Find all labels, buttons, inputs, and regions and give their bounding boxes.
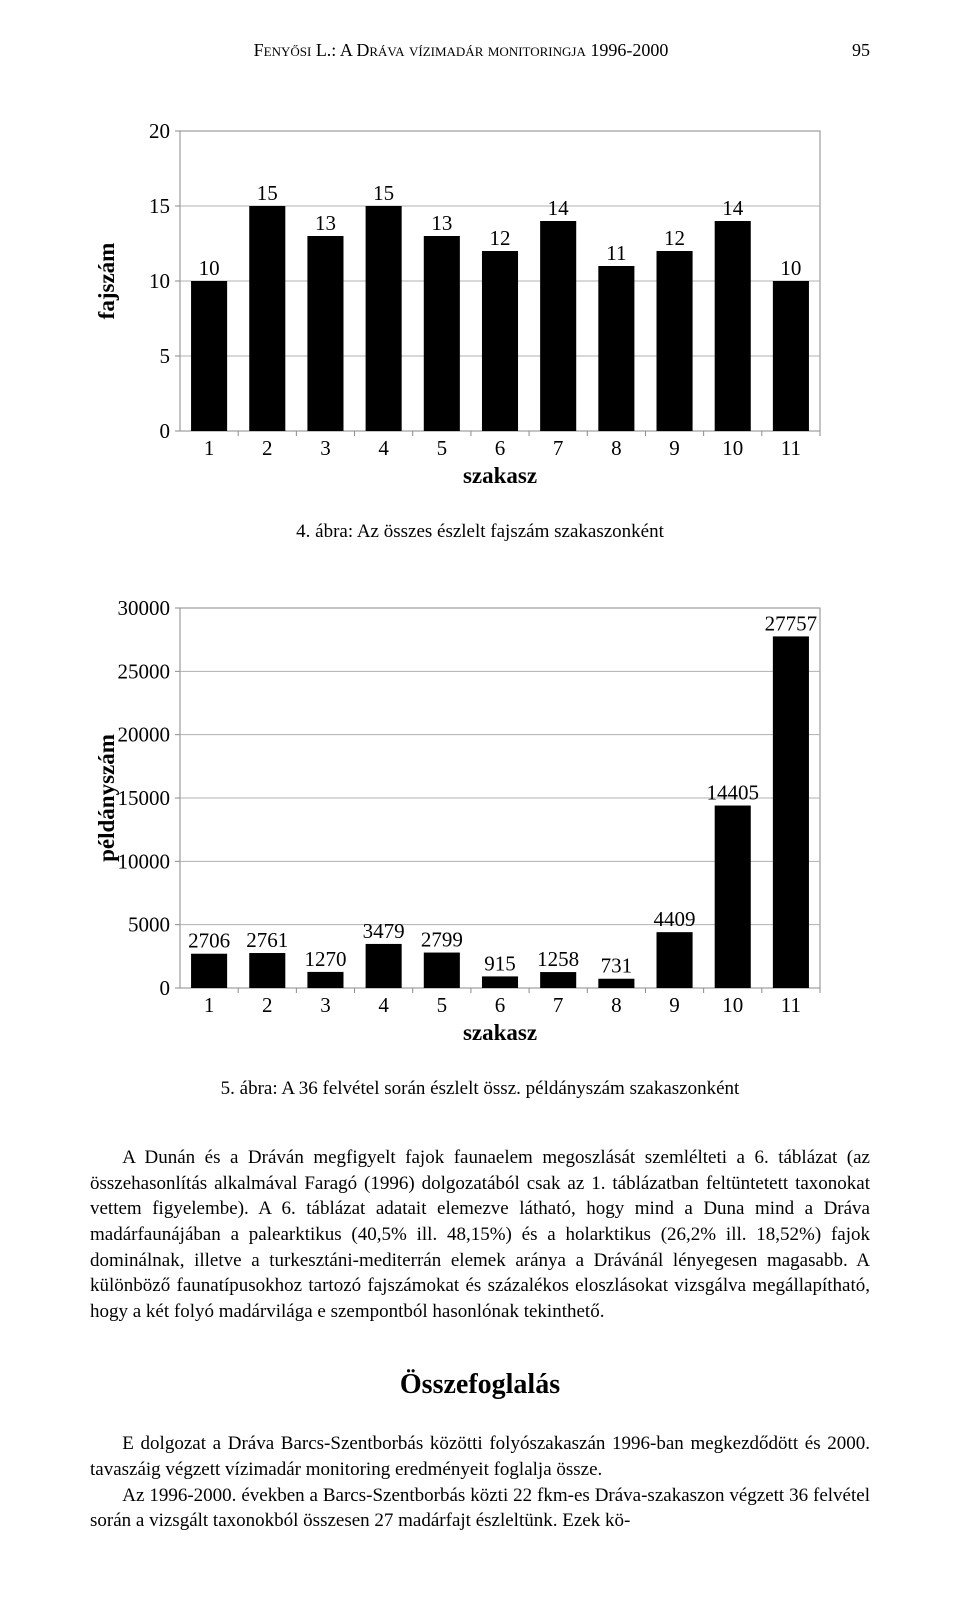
- svg-text:12: 12: [490, 226, 511, 250]
- svg-text:15: 15: [257, 181, 278, 205]
- paragraph-1: A Dunán és a Dráván megfigyelt fajok fau…: [90, 1145, 870, 1324]
- svg-text:14: 14: [548, 196, 570, 220]
- paragraph-2: E dolgozat a Dráva Barcs-Szentborbás köz…: [90, 1431, 870, 1482]
- paragraph-2-block: E dolgozat a Dráva Barcs-Szentborbás köz…: [90, 1431, 870, 1534]
- chart-1-caption: 4. ábra: Az összes észlelt fajszám szaka…: [90, 521, 870, 543]
- svg-text:15: 15: [373, 181, 394, 205]
- svg-text:10000: 10000: [118, 849, 171, 873]
- svg-text:15: 15: [149, 194, 170, 218]
- svg-text:2: 2: [262, 993, 273, 1017]
- svg-text:11: 11: [606, 241, 626, 265]
- svg-text:10: 10: [199, 256, 220, 280]
- svg-text:0: 0: [160, 419, 171, 443]
- svg-text:2799: 2799: [421, 928, 463, 952]
- svg-text:1270: 1270: [304, 947, 346, 971]
- svg-text:5: 5: [437, 993, 448, 1017]
- svg-text:8: 8: [611, 436, 622, 460]
- svg-text:5: 5: [160, 344, 171, 368]
- svg-text:3: 3: [320, 993, 331, 1017]
- svg-text:13: 13: [315, 211, 336, 235]
- svg-text:10: 10: [780, 256, 801, 280]
- svg-text:12: 12: [664, 226, 685, 250]
- svg-text:20: 20: [149, 119, 170, 143]
- svg-text:1: 1: [204, 993, 215, 1017]
- svg-text:1: 1: [204, 436, 215, 460]
- svg-text:915: 915: [484, 951, 516, 975]
- svg-text:2706: 2706: [188, 929, 230, 953]
- svg-text:20000: 20000: [118, 723, 171, 747]
- svg-text:11: 11: [781, 993, 801, 1017]
- svg-text:14: 14: [722, 196, 744, 220]
- chart-1-svg: 0 5 10 15 20 1 10 2 15 3 13 4 15 5 13 6 12 7 14 8 11 9 12 10 14 1…: [90, 111, 840, 496]
- svg-text:4: 4: [378, 436, 389, 460]
- svg-text:3: 3: [320, 436, 331, 460]
- running-header: Fenyősi L.: A Dráva vízimadár monitoring…: [90, 40, 870, 61]
- svg-text:27757: 27757: [765, 611, 818, 635]
- svg-text:6: 6: [495, 436, 506, 460]
- svg-text:10: 10: [722, 436, 743, 460]
- svg-text:30000: 30000: [118, 596, 171, 620]
- svg-text:10: 10: [722, 993, 743, 1017]
- chart-2-container: 0500010000150002000025000300001270622761…: [90, 588, 870, 1058]
- svg-text:13: 13: [431, 211, 452, 235]
- chart-2-svg: 0500010000150002000025000300001270622761…: [90, 588, 840, 1053]
- svg-text:0: 0: [160, 976, 171, 1000]
- page-number: 95: [852, 40, 870, 61]
- paragraph-1-block: A Dunán és a Dráván megfigyelt fajok fau…: [90, 1145, 870, 1324]
- chart-1-container: 0 5 10 15 20 1 10 2 15 3 13 4 15 5 13 6 12 7 14 8 11 9 12 10 14 1…: [90, 111, 870, 501]
- svg-text:szakasz: szakasz: [463, 1020, 537, 1045]
- svg-text:15000: 15000: [118, 786, 171, 810]
- svg-text:2: 2: [262, 436, 273, 460]
- svg-text:7: 7: [553, 993, 564, 1017]
- svg-text:2761: 2761: [246, 928, 288, 952]
- svg-text:4: 4: [378, 993, 389, 1017]
- svg-text:9: 9: [669, 993, 680, 1017]
- svg-text:25000: 25000: [118, 659, 171, 683]
- paragraph-3: Az 1996-2000. években a Barcs-Szentborbá…: [90, 1483, 870, 1534]
- svg-text:fajszám: fajszám: [94, 243, 119, 320]
- svg-text:5000: 5000: [128, 913, 170, 937]
- svg-text:példányszám: példányszám: [94, 734, 119, 862]
- svg-text:5: 5: [437, 436, 448, 460]
- svg-text:szakasz: szakasz: [463, 463, 537, 488]
- svg-text:7: 7: [553, 436, 564, 460]
- svg-text:3479: 3479: [363, 919, 405, 943]
- svg-text:731: 731: [601, 954, 633, 978]
- running-title: Fenyősi L.: A Dráva vízimadár monitoring…: [254, 40, 669, 60]
- svg-text:14405: 14405: [706, 781, 759, 805]
- svg-text:10: 10: [149, 269, 170, 293]
- svg-text:11: 11: [781, 436, 801, 460]
- svg-text:9: 9: [669, 436, 680, 460]
- svg-text:1258: 1258: [537, 947, 579, 971]
- chart-2-caption: 5. ábra: A 36 felvétel során észlelt öss…: [90, 1078, 870, 1100]
- section-heading: Összefoglalás: [90, 1369, 870, 1401]
- svg-text:6: 6: [495, 993, 506, 1017]
- svg-text:4409: 4409: [654, 907, 696, 931]
- svg-text:8: 8: [611, 993, 622, 1017]
